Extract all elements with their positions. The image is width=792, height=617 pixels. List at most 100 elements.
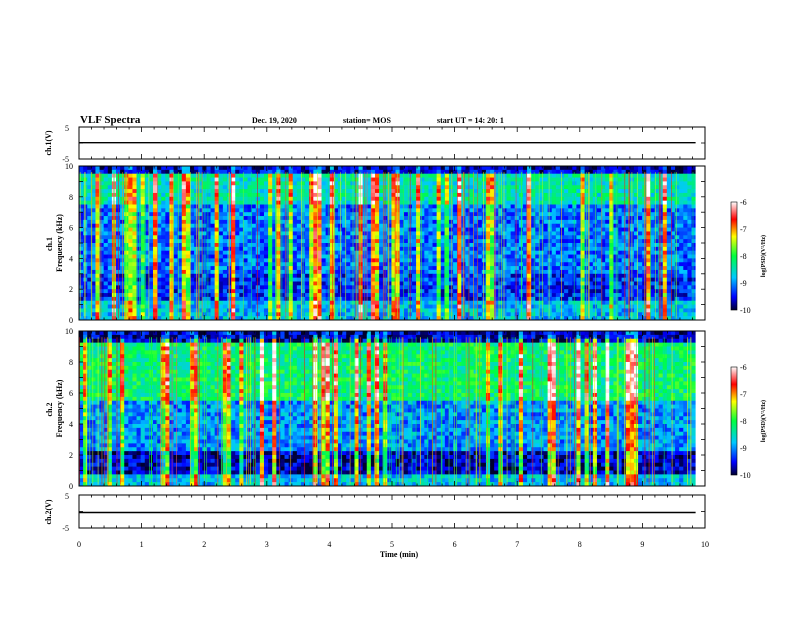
psd-cell (486, 208, 491, 212)
psd-cell (692, 170, 697, 174)
psd-cell (581, 181, 586, 185)
psd-cell (100, 289, 105, 293)
psd-cell (552, 278, 557, 282)
psd-cell (223, 224, 228, 228)
psd-cell (556, 185, 561, 189)
psd-cell (330, 185, 335, 189)
psd-cell (420, 285, 425, 289)
psd-cell (539, 220, 544, 224)
psd-cell (219, 255, 224, 259)
psd-cell (108, 270, 113, 274)
psd-cell (128, 212, 133, 216)
psd-cell (264, 197, 269, 201)
psd-cell (502, 178, 507, 182)
psd-cell (494, 224, 499, 228)
psd-cell (511, 274, 516, 278)
psd-cell (556, 197, 561, 201)
psd-cell (100, 224, 105, 228)
psd-cell (104, 205, 109, 209)
psd-cell (256, 166, 261, 170)
psd-cell (556, 243, 561, 247)
psd-cell (79, 243, 84, 247)
psd-cell (531, 258, 536, 262)
psd-cell (531, 174, 536, 178)
psd-cell (243, 208, 248, 212)
psd-cell (305, 174, 310, 178)
psd-cell (490, 255, 495, 259)
psd-cell (186, 266, 191, 270)
psd-cell (420, 243, 425, 247)
psd-cell (128, 239, 133, 243)
psd-cell (445, 278, 450, 282)
psd-cell (622, 247, 627, 251)
psd-cell (256, 278, 261, 282)
psd-cell (441, 166, 446, 170)
psd-cell (478, 251, 483, 255)
psd-cell (322, 197, 327, 201)
psd-cell (309, 247, 314, 251)
psd-cell (683, 224, 688, 228)
psd-cell (539, 212, 544, 216)
psd-cell (132, 193, 137, 197)
psd-cell (507, 216, 512, 220)
psd-cell (305, 201, 310, 205)
psd-cell (605, 262, 610, 266)
psd-cell (527, 205, 532, 209)
psd-cell (293, 251, 298, 255)
psd-cell (256, 201, 261, 205)
psd-cell (634, 247, 639, 251)
psd-cell (613, 239, 618, 243)
psd-cell (646, 228, 651, 232)
psd-cell (186, 166, 191, 170)
psd-cell (141, 289, 146, 293)
psd-cell (494, 270, 499, 274)
psd-cell (424, 212, 429, 216)
psd-cell (186, 212, 191, 216)
psd-cell (268, 193, 273, 197)
psd-cell (104, 224, 109, 228)
psd-cell (552, 224, 557, 228)
psd-cell (593, 255, 598, 259)
psd-cell (313, 258, 318, 262)
psd-cell (634, 228, 639, 232)
psd-cell (149, 193, 154, 197)
psd-cell (346, 270, 351, 274)
psd-cell (416, 247, 421, 251)
psd-cell (692, 189, 697, 193)
psd-cell (285, 212, 290, 216)
psd-cell (309, 197, 314, 201)
psd-cell (211, 174, 216, 178)
psd-cell (346, 174, 351, 178)
psd-cell (692, 201, 697, 205)
psd-cell (149, 197, 154, 201)
psd-cell (371, 166, 376, 170)
psd-cell (683, 201, 688, 205)
psd-cell (646, 262, 651, 266)
psd-cell (149, 255, 154, 259)
psd-cell (433, 220, 438, 224)
psd-cell (132, 224, 137, 228)
psd-cell (256, 231, 261, 235)
psd-cell (174, 231, 179, 235)
psd-cell (420, 224, 425, 228)
psd-cell (153, 224, 158, 228)
psd-cell (350, 228, 355, 232)
psd-cell (243, 178, 248, 182)
psd-cell (178, 166, 183, 170)
psd-cell (338, 174, 343, 178)
psd-cell (671, 166, 676, 170)
psd-cell (108, 251, 113, 255)
psd-cell (544, 235, 549, 239)
psd-cell (502, 170, 507, 174)
psd-cell (379, 185, 384, 189)
psd-cell (305, 181, 310, 185)
psd-cell (149, 166, 154, 170)
psd-cell (104, 212, 109, 216)
psd-cell (174, 197, 179, 201)
psd-cell (515, 185, 520, 189)
psd-cell (568, 189, 573, 193)
psd-cell (309, 239, 314, 243)
psd-cell (420, 270, 425, 274)
psd-cell (564, 170, 569, 174)
psd-cell (556, 266, 561, 270)
